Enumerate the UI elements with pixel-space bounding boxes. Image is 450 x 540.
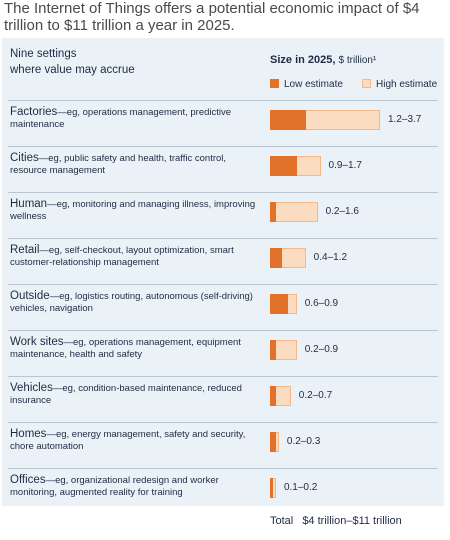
range-label: 0.4–1.2 [313, 252, 348, 263]
range-label: 0.2–0.7 [298, 390, 333, 401]
setting-name: Homes [10, 428, 47, 440]
setting-text: Work sites—eg, operations management, eq… [10, 336, 260, 361]
range-label: 0.9–1.7 [328, 160, 362, 171]
bar-low-estimate [270, 248, 282, 268]
bar-high-estimate [270, 202, 318, 222]
bar-low-estimate [270, 340, 276, 360]
setting-name: Vehicles [10, 382, 53, 394]
total: Total $4 trillion–$11 trillion [270, 515, 402, 527]
setting-description: eg, operations management, equipment mai… [10, 337, 241, 360]
setting-name: Factories [10, 106, 58, 118]
setting-text: Retail—eg, self-checkout, layout optimiz… [10, 244, 260, 269]
setting-text: Homes—eg, energy management, safety and … [10, 428, 260, 453]
setting-description: eg, public safety and health, traffic co… [10, 153, 227, 176]
setting-separator: — [57, 107, 67, 118]
bar-low-estimate [270, 156, 297, 176]
bar-low-estimate [270, 478, 273, 498]
range-label: 0.1–0.2 [283, 482, 318, 493]
setting-text: Cities—eg, public safety and health, tra… [10, 152, 260, 177]
setting-name: Retail [10, 244, 40, 256]
legend-low-swatch [270, 79, 279, 88]
setting-separator: — [38, 153, 49, 164]
setting-name: Human [10, 198, 48, 210]
range-label: 0.2–1.6 [325, 206, 359, 217]
settings-header-line1: Nine settings [10, 48, 77, 60]
setting-separator: — [52, 383, 63, 394]
setting-name: Offices [10, 474, 46, 486]
setting-name: Work sites [10, 336, 64, 348]
setting-separator: — [47, 199, 57, 210]
range-label: 0.6–0.9 [304, 298, 339, 309]
row-divider [8, 284, 438, 285]
setting-separator: — [63, 337, 73, 348]
total-label: Total [270, 515, 294, 527]
row-divider [8, 422, 438, 423]
row-divider [8, 468, 438, 469]
bar-low-estimate [270, 110, 306, 130]
bar-low-estimate [270, 202, 276, 222]
size-header: Size in 2025, $ trillion¹ [270, 54, 376, 66]
setting-separator: — [46, 429, 56, 440]
setting-separator: — [45, 475, 56, 486]
setting-description: eg, self-checkout, layout optimization, … [10, 245, 234, 268]
range-label: 1.2–3.7 [388, 114, 422, 125]
range-label: 0.2–0.9 [304, 344, 339, 355]
row-divider [8, 100, 438, 101]
legend-low: Low estimate [270, 79, 343, 90]
row-divider [8, 376, 438, 377]
setting-name: Cities [10, 152, 39, 164]
chart-title: The Internet of Things offers a potentia… [4, 0, 420, 34]
row-divider [8, 238, 438, 239]
setting-description: eg, logistics routing, autonomous (self-… [10, 291, 253, 314]
setting-text: Offices—eg, organizational redesign and … [10, 474, 260, 499]
legend-high-label: High estimate [376, 79, 438, 90]
size-header-unit: $ trillion¹ [338, 55, 377, 66]
setting-text: Human—eg, monitoring and managing illnes… [10, 198, 260, 223]
bar-low-estimate [270, 386, 276, 406]
row-divider [8, 192, 438, 193]
row-divider [8, 330, 438, 331]
bar-low-estimate [270, 432, 276, 452]
setting-description: eg, organizational redesign and worker m… [10, 475, 219, 498]
size-header-title: Size in 2025, [270, 54, 336, 66]
setting-separator: — [49, 291, 60, 302]
legend-high: High estimate [362, 79, 437, 90]
settings-header: Nine settings where value may accrue [10, 46, 210, 78]
setting-text: Factories—eg, operations management, pre… [10, 106, 260, 131]
setting-separator: — [39, 245, 49, 256]
range-label: 0.2–0.3 [286, 436, 321, 447]
setting-name: Outside [10, 290, 50, 302]
settings-header-line2: where value may accrue [10, 64, 135, 76]
total-value: $4 trillion–$11 trillion [302, 515, 402, 527]
legend-high-swatch [362, 79, 371, 88]
setting-description: eg, condition-based maintenance, reduced… [10, 383, 242, 406]
setting-description: eg, energy management, safety and securi… [10, 429, 246, 452]
setting-text: Outside—eg, logistics routing, autonomou… [10, 290, 260, 315]
setting-description: eg, monitoring and managing illness, imp… [10, 199, 256, 222]
legend-low-label: Low estimate [284, 79, 343, 90]
row-divider [8, 146, 438, 147]
setting-description: eg, operations management, predictive ma… [10, 107, 232, 130]
bar-low-estimate [270, 294, 288, 314]
setting-text: Vehicles—eg, condition-based maintenance… [10, 382, 260, 407]
